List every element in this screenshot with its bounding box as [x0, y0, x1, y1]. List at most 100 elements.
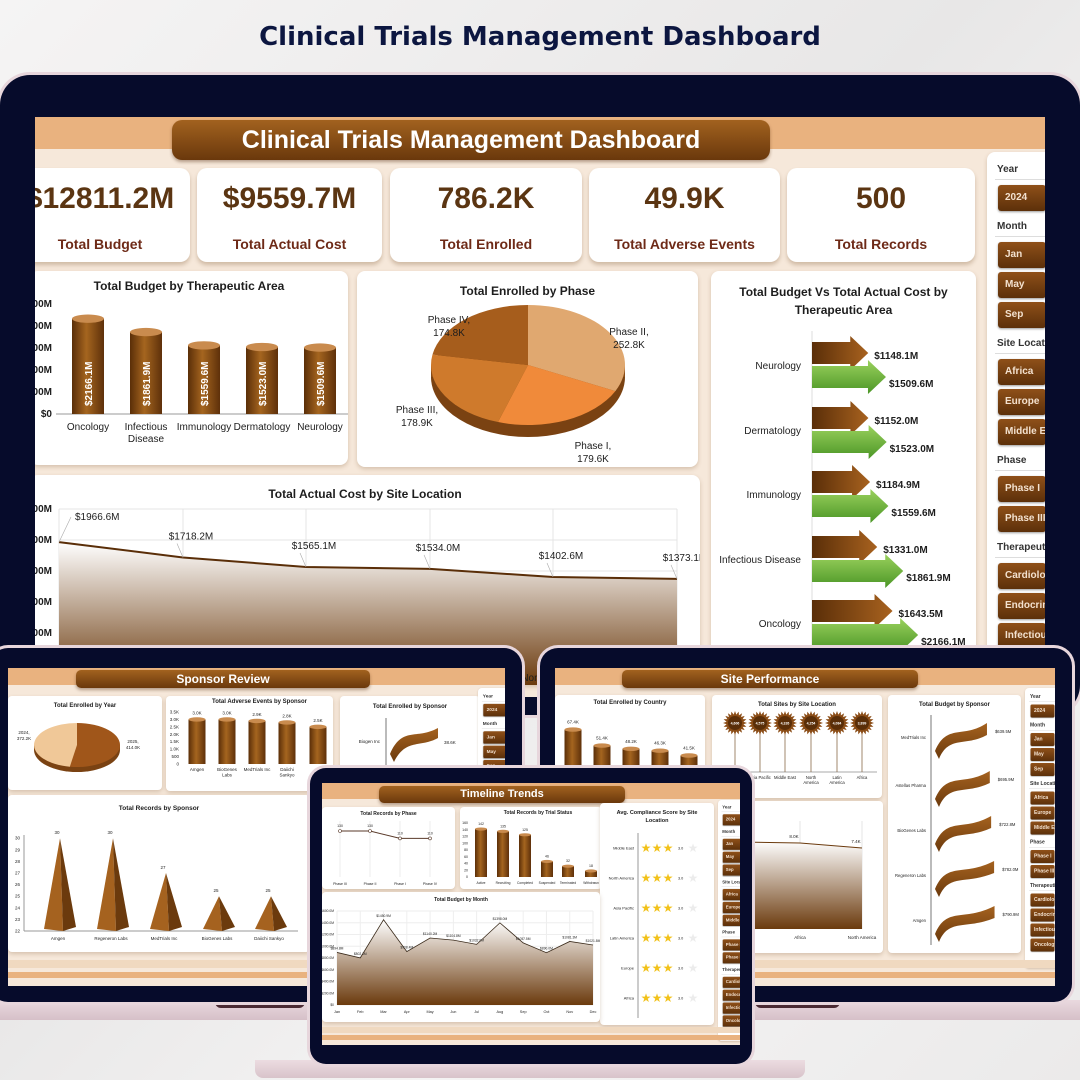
data-label: $1534.0M	[416, 543, 460, 554]
slicer-button-phase[interactable]: Phase I	[722, 939, 740, 951]
chart-title: Total Enrolled by Phase	[459, 284, 596, 298]
star-icon: ★	[663, 961, 674, 975]
data-label: 7.4K	[851, 839, 860, 844]
slicer-button-therapeutic-area[interactable]: Cardiology	[1030, 893, 1055, 907]
slicer-button-month[interactable]: May	[722, 851, 740, 863]
data-label: $802.1M	[354, 952, 367, 956]
value-label: 4,326	[781, 722, 790, 726]
data-label: $1450.9M	[376, 914, 391, 918]
slicer-button-phase[interactable]: Phase III	[998, 506, 1045, 532]
slicer-button-therapeutic-area[interactable]: Endocrinology	[722, 989, 740, 1001]
y-tick-label: 20	[464, 868, 468, 872]
slicer-button-month[interactable]: May	[998, 272, 1045, 298]
slicer-button-therapeutic-area[interactable]: Cardiology	[998, 563, 1045, 589]
slicer-label-site: Site Location	[997, 338, 1045, 349]
y-tick-label: 27	[15, 871, 21, 876]
category-label: Europe	[621, 966, 635, 971]
slicer-button-phase[interactable]: Phase I	[1030, 850, 1055, 863]
slicer-button-year[interactable]: 2024	[1030, 704, 1055, 718]
value-label: $1184.9M	[876, 480, 920, 491]
slicer-button-month[interactable]: Sep	[1030, 763, 1055, 776]
slicer-button-month[interactable]: May	[483, 745, 505, 759]
pyramid-bar	[150, 873, 169, 931]
slicer-button-site[interactable]: Middle East	[1030, 821, 1055, 835]
chart-budget-by-sponsor: Total Budget by Sponsor MedTrials Inc $63…	[888, 695, 1021, 953]
value-label: $1331.0M	[883, 545, 927, 556]
y-tick-label: 60	[464, 855, 468, 859]
data-label: $1565.1M	[292, 541, 336, 552]
slicer-button-month[interactable]: May	[1030, 748, 1055, 761]
slicer-button-site[interactable]: Middle East	[722, 914, 740, 926]
slicer-button-site[interactable]: Africa	[722, 889, 740, 901]
bar-value-label: 46.3K	[654, 741, 666, 746]
chart-budget-by-therapeutic-area: Total Budget by Therapeutic Area $0 $500M…	[35, 271, 348, 465]
slicer-label-month: Month	[1030, 722, 1045, 729]
slicer-button-site[interactable]: Europe	[722, 901, 740, 914]
slicer-button-therapeutic-area[interactable]: Infectious Disease	[1030, 923, 1055, 937]
pie-value-label: 179.6K	[577, 454, 609, 465]
x-tick-label: Asia Pacific	[749, 775, 771, 780]
bar	[309, 726, 327, 764]
star-icon: ★	[641, 841, 652, 855]
chart-title: Total Budget by Month	[434, 897, 488, 903]
slicer-button-month[interactable]: Jan	[483, 731, 505, 744]
pie-label: Phase III,	[396, 405, 438, 416]
category-label: Neurology	[755, 361, 801, 372]
slicer-label-month: Month	[482, 721, 498, 727]
bar	[188, 719, 206, 764]
slicer-button-therapeutic-area[interactable]: Oncology	[1030, 938, 1055, 952]
slicer-button-month[interactable]: Jan	[722, 838, 740, 850]
data-label: $890.0M	[540, 947, 553, 951]
star-icon: ★	[663, 991, 674, 1005]
line-point	[338, 829, 342, 833]
x-tick-label: Suspended	[539, 881, 556, 885]
slicer-button-month[interactable]: Sep	[722, 864, 740, 876]
divider	[995, 179, 1045, 180]
slicer-button-site[interactable]: Europe	[1030, 806, 1055, 820]
slicer-button-therapeutic-area[interactable]: Cardiology	[722, 976, 740, 988]
bar-value-label: 67.4K	[567, 720, 579, 725]
slicer-button-therapeutic-area[interactable]: Endocrinology	[1030, 908, 1055, 922]
flag-bar	[390, 728, 438, 762]
slicer-button-month[interactable]: Jan	[1030, 733, 1055, 746]
x-tick-label: Africa	[857, 775, 868, 780]
slicer-button-year[interactable]: 2024	[998, 185, 1045, 211]
divider	[995, 353, 1045, 354]
divider	[1029, 788, 1055, 789]
x-tick-label: Completed	[517, 881, 533, 885]
pie-slice	[432, 305, 528, 365]
slicer-button-therapeutic-area[interactable]: Oncology	[722, 1015, 740, 1027]
actual-cost-arrow	[812, 336, 869, 370]
slicer-button-therapeutic-area[interactable]: Infectious Disease	[722, 1002, 740, 1014]
slicer-button-phase[interactable]: Phase III	[1030, 865, 1055, 878]
divider	[995, 470, 1045, 471]
y-tick-label: $2000M	[35, 321, 52, 332]
slicer-button-therapeutic-area[interactable]: Endocrinology	[998, 593, 1045, 619]
star-icon: ★	[641, 931, 652, 945]
sunburst-center	[753, 716, 767, 730]
slicer-button-therapeutic-area[interactable]: Infectious Disease	[998, 623, 1045, 649]
star-icon: ★	[641, 961, 652, 975]
bar-value-label: 2.5K	[313, 718, 322, 723]
slicer-button-site[interactable]: Europe	[998, 389, 1045, 415]
slicer-button-month[interactable]: Jan	[998, 242, 1045, 268]
bar-value-label: $1559.6M	[200, 362, 211, 406]
value-label: 3.0	[678, 937, 683, 941]
value-label: $1559.6M	[891, 508, 935, 519]
slicer-button-phase[interactable]: Phase I	[998, 476, 1045, 502]
star-icon: ★	[688, 991, 699, 1005]
slicer-button-site[interactable]: Middle East	[998, 419, 1045, 445]
slicer-button-phase[interactable]: Phase III	[722, 952, 740, 964]
y-tick-label: 120	[462, 835, 468, 839]
bar-top	[475, 827, 487, 831]
slicer-button-site[interactable]: Africa	[1030, 791, 1055, 805]
slicer-button-site[interactable]: Africa	[998, 359, 1045, 385]
chart-adverse-events-by-sponsor: Total Adverse Events by Sponsor 0 500 1.0K…	[166, 696, 333, 791]
slicer-button-year[interactable]: 2024	[483, 703, 505, 717]
slicer-button-month[interactable]: Sep	[998, 302, 1045, 328]
value-label: $695.9M	[998, 777, 1015, 782]
actual-cost-arrow	[812, 530, 878, 564]
leader-line	[670, 564, 678, 579]
footer-band	[8, 960, 505, 968]
slicer-button-year[interactable]: 2024	[722, 814, 740, 826]
